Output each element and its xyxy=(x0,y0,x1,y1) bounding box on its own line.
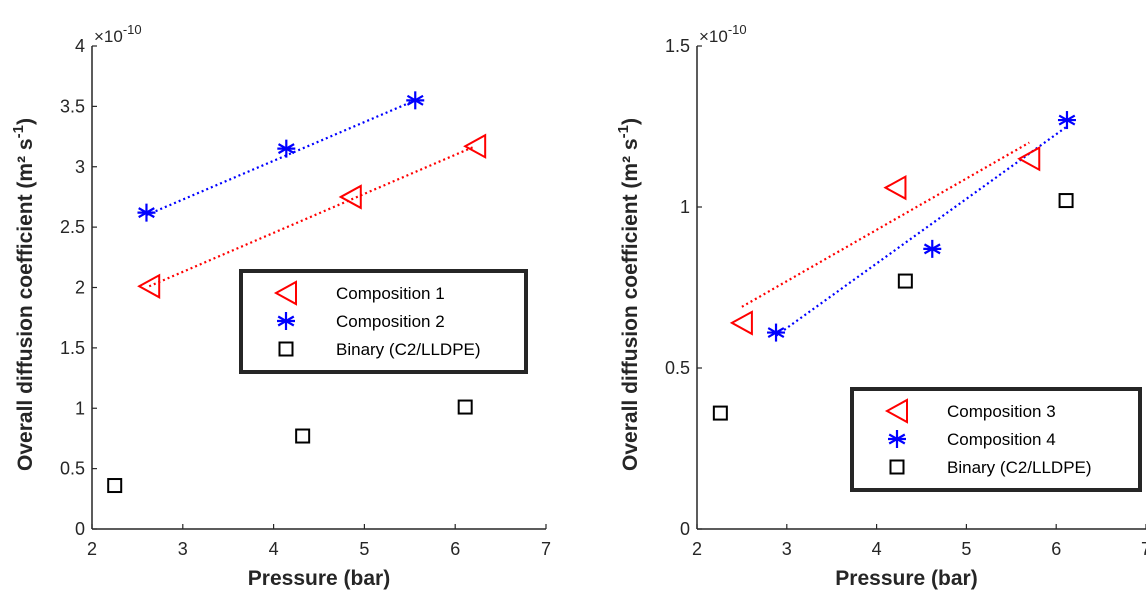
left-chart-panel: 2 3 4 5 6 7 0 0.5 1 1.5 2 2.5 3 3.5 4 ×10-10 Pressure (b… xyxy=(10,22,551,590)
y-axis-label-main: Overall diffusion coefficient (m² s xyxy=(619,138,642,471)
data-point-series-2 xyxy=(923,239,942,258)
data-point-series-1 xyxy=(137,273,161,299)
y-tick-label: 1 xyxy=(680,197,690,217)
x-tick-label: 5 xyxy=(961,539,971,559)
legend: Composition 1 Composition 2 Binary (C2/LLD… xyxy=(239,269,528,374)
x-tick-label: 6 xyxy=(1051,539,1061,559)
y-tick-label: 1.5 xyxy=(665,36,690,56)
legend-label: Composition 1 xyxy=(336,284,445,303)
x-tick-label: 2 xyxy=(692,539,702,559)
data-point-series-3 xyxy=(712,405,728,421)
legend: Composition 3 Composition 4 Binary (C2/LLD… xyxy=(850,387,1142,492)
x-tick-label: 7 xyxy=(541,539,551,559)
legend-label: Composition 3 xyxy=(947,402,1056,421)
y-tick-label: 0.5 xyxy=(665,358,690,378)
legend-marker-3 xyxy=(889,459,905,475)
legend-marker-2 xyxy=(888,430,906,448)
fit-line-2 xyxy=(146,99,416,217)
y-tick-label: 2 xyxy=(75,278,85,298)
axis-exponent-power: -10 xyxy=(123,22,142,37)
y-tick-label: 0 xyxy=(75,519,85,539)
data-point-series-1 xyxy=(463,133,487,159)
x-tick-label: 3 xyxy=(782,539,792,559)
x-tick-label: 4 xyxy=(269,539,279,559)
data-point-series-1 xyxy=(729,310,753,336)
data-point-series-2 xyxy=(137,203,156,222)
data-point-series-3 xyxy=(107,478,123,494)
y-axis-label-sup: -1 xyxy=(10,125,27,138)
y-tick-label: 2.5 xyxy=(60,217,85,237)
data-point-series-2 xyxy=(767,323,786,342)
data-point-series-3 xyxy=(1058,193,1074,209)
fit-line-2 xyxy=(775,125,1068,337)
axis-exponent-label: ×10-10 xyxy=(94,22,142,46)
data-point-series-1 xyxy=(338,184,362,210)
y-tick-label: 1.5 xyxy=(60,338,85,358)
legend-marker-1 xyxy=(273,280,297,306)
legend-marker-3 xyxy=(278,341,294,357)
y-axis-label: Overall diffusion coefficient (m² s-1) xyxy=(10,118,37,471)
data-point-series-3 xyxy=(457,399,473,415)
data-point-series-3 xyxy=(897,273,913,289)
axis-exponent-base: ×10 xyxy=(699,27,728,46)
fit-line-1 xyxy=(148,145,476,288)
y-axis-label-close: ) xyxy=(619,118,642,125)
axis-exponent-label: ×10-10 xyxy=(699,22,747,46)
legend-label: Binary (C2/LLDPE) xyxy=(336,340,481,359)
data-point-series-3 xyxy=(295,428,311,444)
y-tick-label: 3 xyxy=(75,157,85,177)
legend-label: Composition 4 xyxy=(947,430,1056,449)
y-tick-label: 0 xyxy=(680,519,690,539)
legend-marker-2 xyxy=(277,312,295,330)
data-point-series-1 xyxy=(1017,146,1041,172)
legend-marker-1 xyxy=(884,398,908,424)
y-axis-label: Overall diffusion coefficient (m² s-1) xyxy=(615,118,642,471)
y-tick-label: 4 xyxy=(75,36,85,56)
x-tick-label: 3 xyxy=(178,539,188,559)
axis-exponent-power: -10 xyxy=(728,22,747,37)
y-axis-label-main: Overall diffusion coefficient (m² s xyxy=(14,138,37,471)
x-axis-label: Pressure (bar) xyxy=(835,567,977,590)
legend-label: Binary (C2/LLDPE) xyxy=(947,458,1092,477)
y-tick-label: 1 xyxy=(75,398,85,418)
legend-label: Composition 2 xyxy=(336,312,445,331)
y-tick-label: 0.5 xyxy=(60,459,85,479)
fit-line-1 xyxy=(741,141,1030,308)
y-tick-label: 3.5 xyxy=(60,96,85,116)
x-tick-label: 6 xyxy=(450,539,460,559)
data-point-series-2 xyxy=(277,139,296,158)
axis-exponent-base: ×10 xyxy=(94,27,123,46)
x-tick-label: 4 xyxy=(872,539,882,559)
data-point-series-2 xyxy=(406,91,425,110)
x-axis-label: Pressure (bar) xyxy=(248,567,390,590)
x-tick-label: 5 xyxy=(359,539,369,559)
data-point-series-1 xyxy=(883,174,907,201)
y-axis-label-sup: -1 xyxy=(615,125,632,138)
x-tick-label: 2 xyxy=(87,539,97,559)
y-axis-label-close: ) xyxy=(14,118,37,125)
data-point-series-2 xyxy=(1057,111,1076,130)
right-chart-panel: 2 3 4 5 6 7 0 0.5 1 1.5 ×10-10 Pressure (bar) Overal… xyxy=(615,22,1146,590)
x-tick-label: 7 xyxy=(1141,539,1146,559)
